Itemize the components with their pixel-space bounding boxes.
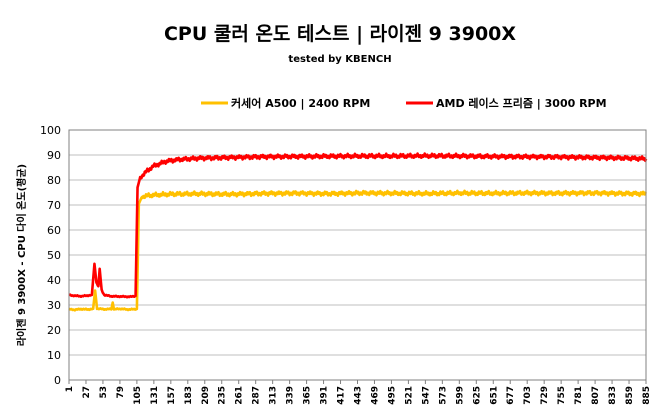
x-tick-label-599: 599	[455, 386, 465, 405]
x-tick-label-53: 53	[99, 386, 109, 399]
x-tick-label-235: 235	[218, 386, 228, 405]
x-tick-label-469: 469	[370, 386, 380, 405]
y-axis-label: 라이젠 9 3900X - CPU 다이 온도(평균)	[15, 164, 28, 346]
y-tick-label-10: 10	[47, 349, 61, 362]
x-tick-label-209: 209	[201, 386, 211, 405]
grid	[69, 154, 646, 356]
series-line-1	[68, 152, 648, 299]
x-tick-label-703: 703	[523, 386, 533, 405]
x-tick-label-781: 781	[574, 386, 584, 405]
x-tick-label-495: 495	[387, 386, 397, 405]
y-axis-ticks: 0 10 20 30 40 50 60 70 80 90 100	[40, 124, 61, 387]
chart-subtitle: tested by KBENCH	[288, 54, 391, 65]
x-tick-label-443: 443	[354, 386, 364, 405]
x-tick-label-183: 183	[184, 386, 194, 405]
plot-area-border	[68, 129, 647, 381]
x-tick-label-27: 27	[82, 386, 92, 399]
x-tick-label-807: 807	[591, 386, 601, 405]
x-tick-label-391: 391	[320, 386, 330, 405]
chart-title: CPU 쿨러 온도 테스트 | 라이젠 9 3900X	[164, 23, 516, 45]
x-tick-label-1: 1	[65, 386, 75, 392]
x-tick-label-625: 625	[472, 386, 482, 405]
x-tick-label-261: 261	[235, 386, 245, 405]
x-tick-label-547: 547	[421, 386, 431, 405]
y-tick-label-100: 100	[40, 124, 61, 137]
x-tick-label-729: 729	[540, 386, 550, 405]
x-tick-label-573: 573	[438, 386, 448, 405]
y-tick-label-20: 20	[47, 324, 61, 337]
x-tick-label-885: 885	[642, 386, 652, 405]
x-tick-label-339: 339	[286, 386, 296, 405]
y-tick-label-90: 90	[47, 149, 61, 162]
x-tick-label-105: 105	[133, 386, 143, 405]
x-axis-ticks: 1 27 53 79 105 131 157 183 209 235 261 287 313 339 365…	[65, 380, 652, 405]
x-tick-label-755: 755	[557, 386, 567, 405]
x-tick-label-859: 859	[625, 386, 635, 405]
x-tick-label-651: 651	[489, 386, 499, 405]
x-tick-label-131: 131	[150, 386, 160, 405]
x-tick-label-417: 417	[337, 386, 347, 405]
y-tick-label-50: 50	[47, 249, 61, 262]
y-tick-label-60: 60	[47, 224, 61, 237]
y-tick-label-80: 80	[47, 174, 61, 187]
x-tick-label-677: 677	[506, 386, 516, 405]
legend-label-wraith-prism: AMD 레이스 프리즘 | 3000 RPM	[436, 96, 607, 110]
x-tick-label-157: 157	[167, 386, 177, 405]
y-tick-label-70: 70	[47, 199, 61, 212]
x-tick-label-833: 833	[608, 386, 618, 405]
series-lines	[68, 152, 648, 312]
legend-label-a500: 커세어 A500 | 2400 RPM	[231, 96, 370, 110]
y-tick-label-0: 0	[54, 374, 61, 387]
y-tick-label-30: 30	[47, 299, 61, 312]
y-tick-label-40: 40	[47, 274, 61, 287]
x-tick-label-287: 287	[252, 386, 262, 405]
x-tick-label-521: 521	[404, 386, 414, 405]
legend: 커세어 A500 | 2400 RPM AMD 레이스 프리즘 | 3000 R…	[201, 96, 607, 110]
x-tick-label-313: 313	[269, 386, 279, 405]
series-line-0	[68, 189, 648, 312]
x-tick-label-365: 365	[303, 386, 313, 405]
x-tick-label-79: 79	[116, 386, 126, 399]
